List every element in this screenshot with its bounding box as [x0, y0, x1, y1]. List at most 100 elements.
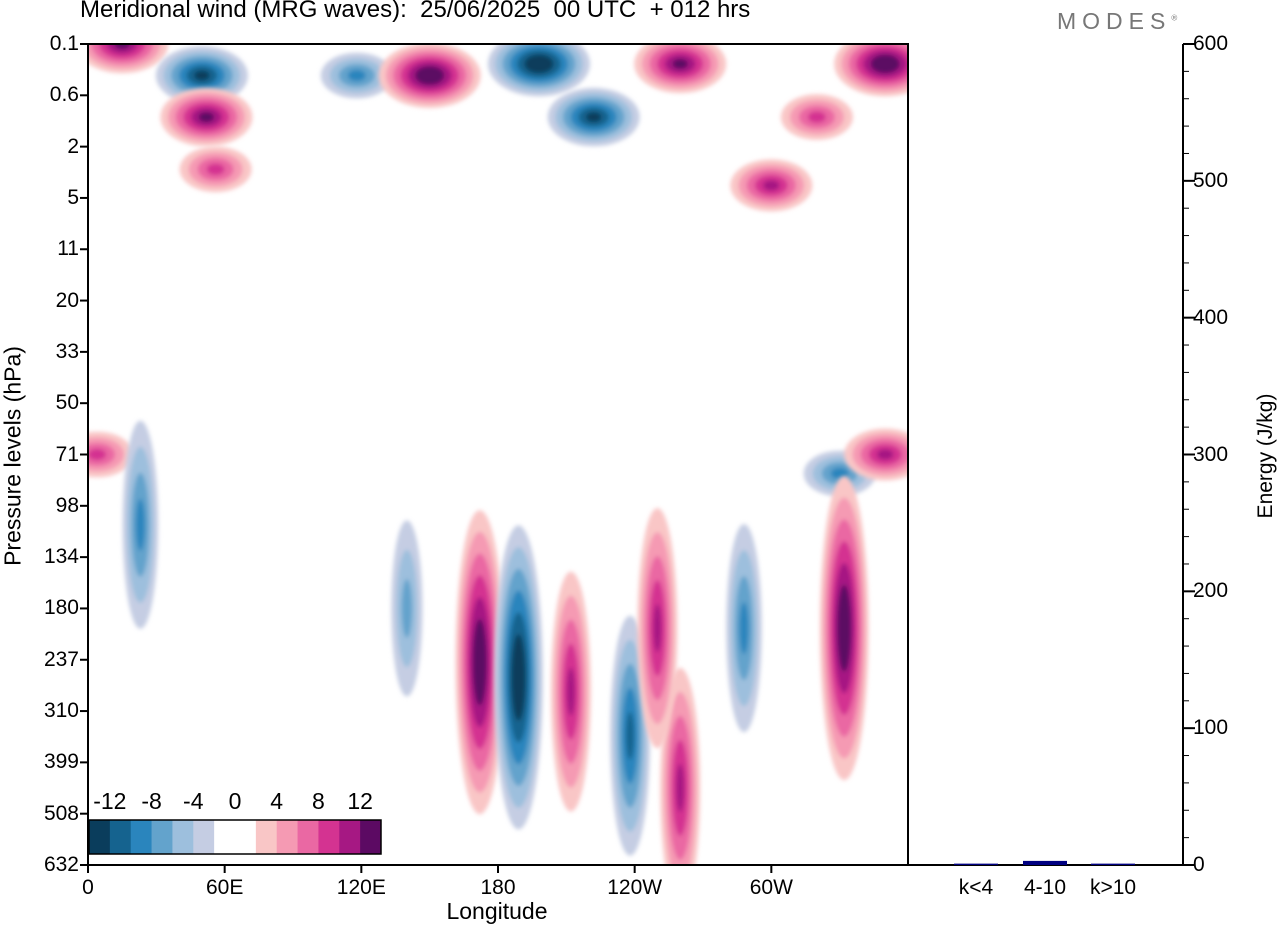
contour-band [135, 498, 145, 551]
energy-tick-label: 600 [1193, 32, 1229, 55]
colorbar-swatch [193, 820, 215, 854]
pressure-tick-label: 508 [43, 801, 79, 825]
y-axis-label: Pressure levels (hPa) [0, 346, 26, 566]
energy-tick-label: 300 [1193, 442, 1229, 466]
wind-cell [160, 87, 253, 147]
contour-band [401, 579, 413, 638]
pressure-tick-label: 20 [55, 288, 79, 312]
pressure-tick-label: 33 [55, 339, 79, 363]
contour-band [531, 59, 547, 69]
wind-cell [378, 44, 481, 108]
modes-logo: MODES® [1057, 8, 1177, 35]
pressure-tick-label: 71 [55, 442, 79, 466]
longitude-tick-label: 60E [205, 876, 244, 899]
colorbar-swatch [130, 820, 152, 854]
colorbar-swatch [255, 820, 278, 854]
heatmap-field [88, 44, 908, 865]
chart-title: Meridional wind (MRG waves): 25/06/2025 … [80, 0, 751, 23]
contour-band [198, 112, 215, 122]
contour-band [194, 70, 210, 81]
longitude-tick-label: 180 [480, 876, 516, 899]
registered-mark: ® [1171, 13, 1178, 23]
colorbar-label: 12 [347, 788, 373, 814]
energy-tick-label: 100 [1193, 716, 1229, 740]
pressure-tick-label: 134 [43, 545, 79, 569]
contour-band [672, 59, 688, 69]
colorbar-swatch [235, 820, 257, 854]
wind-cell [488, 44, 590, 97]
colorbar-label: -8 [141, 788, 162, 814]
contour-band [566, 667, 575, 716]
colorbar-swatch [172, 820, 194, 854]
contour-band [114, 44, 130, 49]
wind-cell [179, 146, 252, 193]
colorbar-label: 0 [228, 788, 242, 814]
wind-cell [494, 525, 543, 830]
wind-cell [320, 52, 393, 99]
contour-band [763, 180, 780, 191]
longitude-tick-label: 0 [82, 876, 94, 899]
energy-bar [1091, 863, 1135, 865]
wind-cell [88, 431, 134, 478]
pressure-tick-label: 0.6 [49, 83, 79, 107]
pressure-axis [80, 43, 88, 866]
wind-cell [547, 87, 640, 147]
energy-panel [908, 43, 1195, 866]
colorbar-label: 8 [312, 788, 325, 814]
energy-axis-label: Energy (J/kg) [1254, 393, 1277, 519]
colorbar-swatch [151, 820, 173, 854]
contour-band [422, 70, 438, 81]
energy-bar [1023, 860, 1067, 865]
wind-cell [88, 44, 169, 74]
wind-cell [726, 524, 762, 733]
energy-bar [954, 863, 998, 865]
contour-band [840, 606, 848, 650]
contour-band [877, 449, 894, 460]
colorbar-swatch [360, 820, 382, 854]
longitude-axis [87, 865, 773, 873]
contour-band [676, 763, 685, 812]
wind-cell [634, 44, 727, 94]
contour-band [515, 655, 522, 700]
pressure-tick-label: 0.1 [49, 32, 79, 55]
contour-band [88, 448, 107, 461]
wind-cell [455, 510, 505, 815]
logo-text: MODES [1057, 8, 1172, 34]
contour-band [877, 59, 893, 69]
contour-band [347, 69, 366, 82]
longitude-tick-label: 60W [749, 876, 793, 899]
pressure-tick-label: 11 [57, 237, 79, 261]
colorbar-swatch [318, 820, 340, 854]
longitude-tick-label: 120E [336, 876, 386, 899]
wind-cell [637, 508, 678, 749]
colorbar-swatch [297, 820, 319, 854]
wavenumber-label: 4-10 [1023, 876, 1067, 899]
colorbar-swatch [89, 820, 111, 854]
wind-cell [391, 520, 423, 697]
colorbar-label: 4 [270, 788, 284, 814]
colorbar-label: -4 [183, 788, 204, 814]
colorbar [88, 819, 382, 855]
wind-cell [819, 476, 869, 781]
pressure-tick-label: 237 [43, 647, 79, 671]
pressure-tick-label: 5 [67, 185, 79, 209]
contour-band [653, 604, 662, 653]
contour-band [586, 112, 602, 122]
wind-cell [660, 667, 701, 865]
contour-band [476, 640, 484, 684]
colorbar-swatch [109, 820, 132, 854]
pressure-tick-label: 310 [43, 699, 79, 723]
contour-band [807, 111, 826, 123]
wind-cell [550, 571, 591, 812]
pressure-tick-label: 632 [43, 853, 79, 876]
pressure-tick-label: 399 [43, 750, 79, 774]
contour-band [626, 711, 635, 760]
x-axis-label: Longitude [446, 898, 548, 924]
pressure-tick-label: 98 [55, 493, 79, 517]
contour-band [206, 163, 225, 175]
pressure-tick-label: 50 [55, 391, 79, 415]
pressure-tick-label: 2 [67, 134, 79, 158]
wind-cell [834, 44, 908, 97]
energy-tick-label: 0 [1193, 853, 1205, 876]
